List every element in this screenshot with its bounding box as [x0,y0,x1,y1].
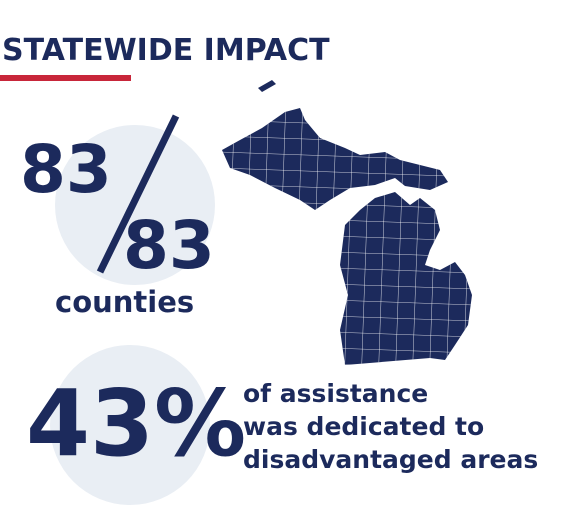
title: STATEWIDE IMPACT [2,33,330,68]
michigan-map [222,80,472,365]
description-line: disadvantaged areas [243,445,538,474]
percentage: 43% [26,370,246,477]
description-line: was dedicated to [243,412,484,441]
counties-label: counties [55,285,194,319]
numerator: 83 [20,131,112,208]
title-underline [0,75,131,81]
circle-bg [50,345,210,505]
denominator: 83 [123,207,215,284]
description-line: of assistance [243,379,428,408]
fraction-slash [96,114,180,274]
